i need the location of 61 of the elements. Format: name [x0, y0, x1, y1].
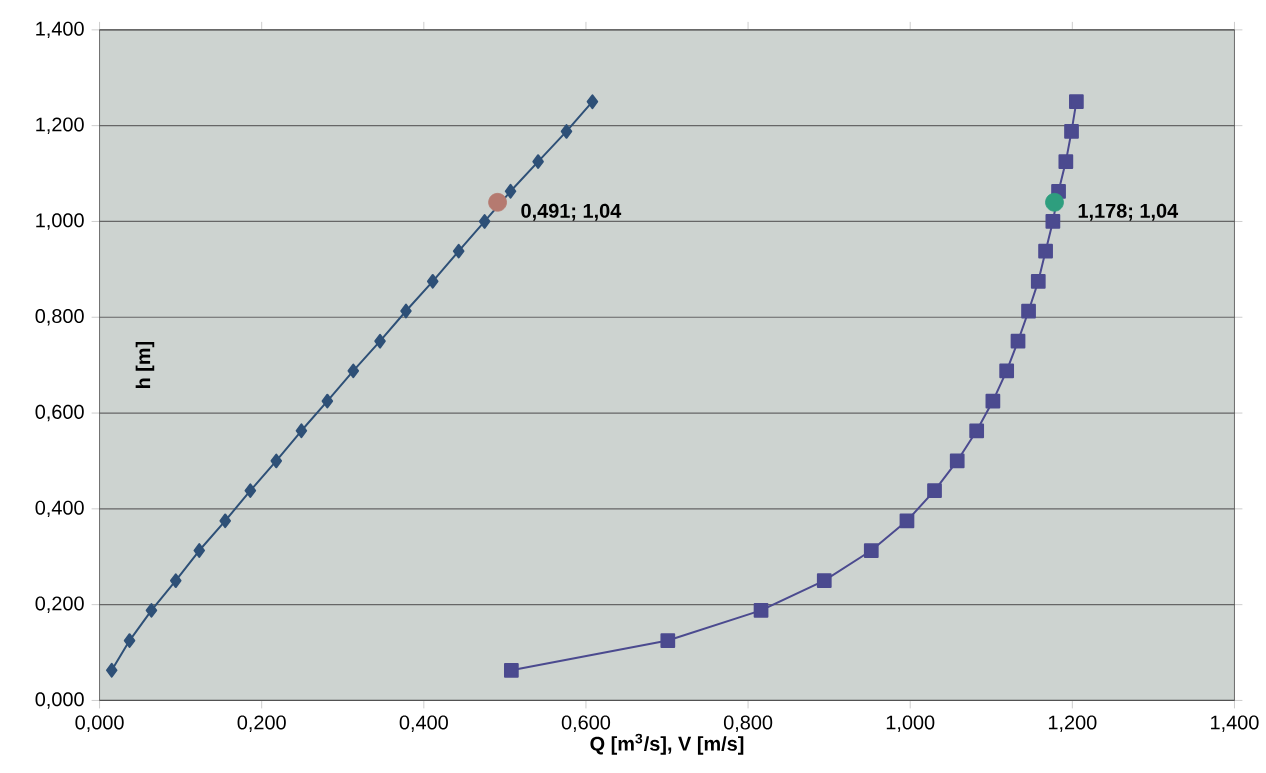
point	[244, 483, 257, 499]
point	[145, 603, 158, 618]
y-tick-label: 0,800	[35, 309, 84, 326]
point	[504, 184, 517, 199]
point	[1045, 214, 1061, 230]
point	[295, 423, 308, 439]
point	[193, 543, 206, 559]
point	[488, 193, 507, 212]
x-tick-label: 1,200	[1048, 715, 1097, 733]
point	[927, 483, 942, 499]
point	[816, 573, 832, 589]
annotation: 0,491; 1,04	[521, 204, 622, 221]
point	[532, 154, 544, 170]
point	[660, 633, 676, 649]
point	[321, 393, 334, 409]
y-axis-title: h [m]	[135, 342, 155, 389]
point	[586, 94, 599, 110]
point	[969, 423, 985, 439]
point	[985, 393, 1001, 409]
point	[105, 663, 118, 678]
y-tick-label: 0,600	[35, 405, 84, 422]
y-tick-label: 0,200	[35, 596, 84, 614]
point	[863, 543, 879, 559]
y-tick-label: 0,400	[35, 500, 84, 518]
x-tick-label: 0,800	[723, 715, 773, 733]
point	[753, 603, 769, 618]
point	[1045, 193, 1064, 212]
point	[1064, 124, 1079, 140]
point	[1010, 334, 1026, 349]
point	[270, 453, 283, 469]
point	[400, 303, 412, 319]
point	[1030, 274, 1046, 289]
point	[1058, 154, 1074, 170]
y-tick-label: 1,400	[36, 21, 84, 39]
y-tick-label: 1,000	[36, 213, 84, 230]
y-tick-label: 0,000	[35, 692, 84, 709]
x-tick-label: 1,000	[886, 715, 935, 733]
point	[1038, 244, 1053, 259]
point	[452, 244, 465, 259]
point	[347, 363, 360, 379]
point	[169, 573, 182, 589]
x-tick-label: 0,000	[75, 715, 124, 733]
point	[478, 214, 491, 230]
point	[503, 663, 519, 678]
point	[899, 513, 915, 529]
point	[426, 274, 439, 289]
point	[949, 453, 965, 469]
x-tick-label: 0,400	[399, 715, 448, 733]
point	[219, 513, 231, 529]
point	[560, 124, 573, 140]
annotation: 1,178; 1,04	[1078, 204, 1179, 221]
point	[374, 334, 386, 349]
point	[123, 633, 136, 649]
x-tick-label: 0,200	[237, 715, 286, 733]
point	[1069, 94, 1084, 110]
point	[999, 363, 1015, 379]
x-tick-label: 0,600	[561, 715, 611, 733]
x-tick-label: 1,400	[1211, 715, 1259, 733]
y-tick-label: 1,200	[36, 117, 84, 135]
x-axis-title: Q [m$^{3}$/s], V [m/s]	[590, 733, 744, 755]
point	[1021, 303, 1036, 319]
